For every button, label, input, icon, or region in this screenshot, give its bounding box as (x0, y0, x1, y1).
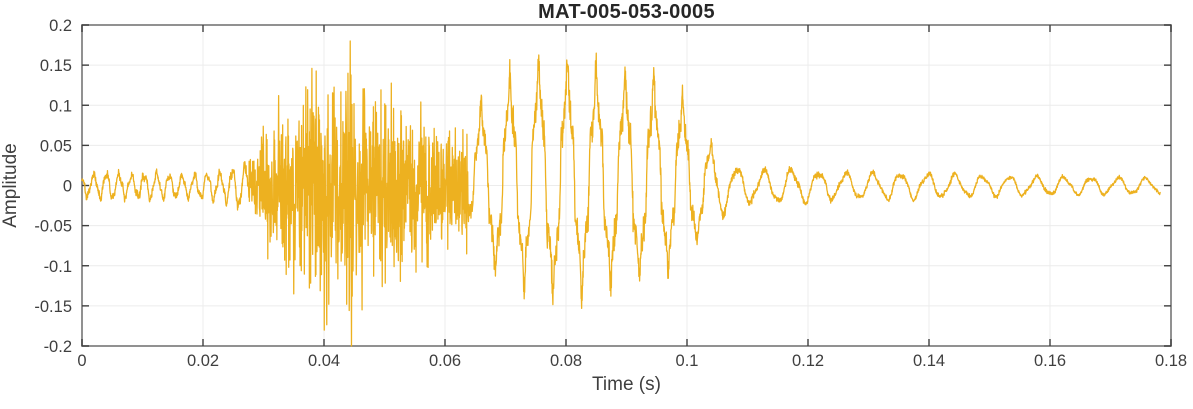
x-axis-label: Time (s) (592, 374, 661, 395)
y-tick-label: -0.15 (34, 298, 72, 316)
y-tick-label: -0.05 (34, 218, 72, 236)
waveform-layer (81, 40, 1161, 347)
y-tick-label: 0.05 (40, 137, 72, 155)
y-tick-label: -0.2 (44, 338, 72, 356)
x-tick-label: 0.02 (187, 352, 219, 370)
x-tick-label: 0.12 (792, 352, 824, 370)
y-tick-label: 0.2 (49, 17, 72, 35)
x-tick-label: 0.1 (676, 352, 699, 370)
x-tick-label: 0 (77, 352, 86, 370)
y-tick-label: -0.1 (44, 258, 72, 276)
y-tick-label: 0.1 (49, 97, 72, 115)
y-tick-label: 0 (63, 178, 72, 196)
x-tick-label: 0.14 (913, 352, 945, 370)
y-tick-label: 0.15 (40, 57, 72, 75)
x-tick-label: 0.04 (308, 352, 340, 370)
x-tick-label: 0.08 (550, 352, 582, 370)
label-layer: MAT-005-053-0005 Time (s) Amplitude 0 0.0… (0, 1, 1187, 395)
axis-layer (81, 24, 1172, 347)
grid-layer (82, 25, 1171, 346)
x-tick-label: 0.06 (429, 352, 461, 370)
x-tick-label: 0.16 (1034, 352, 1066, 370)
x-tick-label: 0.18 (1155, 352, 1187, 370)
y-axis-label: Amplitude (0, 143, 21, 228)
chart-title: MAT-005-053-0005 (538, 1, 715, 23)
waveform-trace (81, 40, 1161, 347)
